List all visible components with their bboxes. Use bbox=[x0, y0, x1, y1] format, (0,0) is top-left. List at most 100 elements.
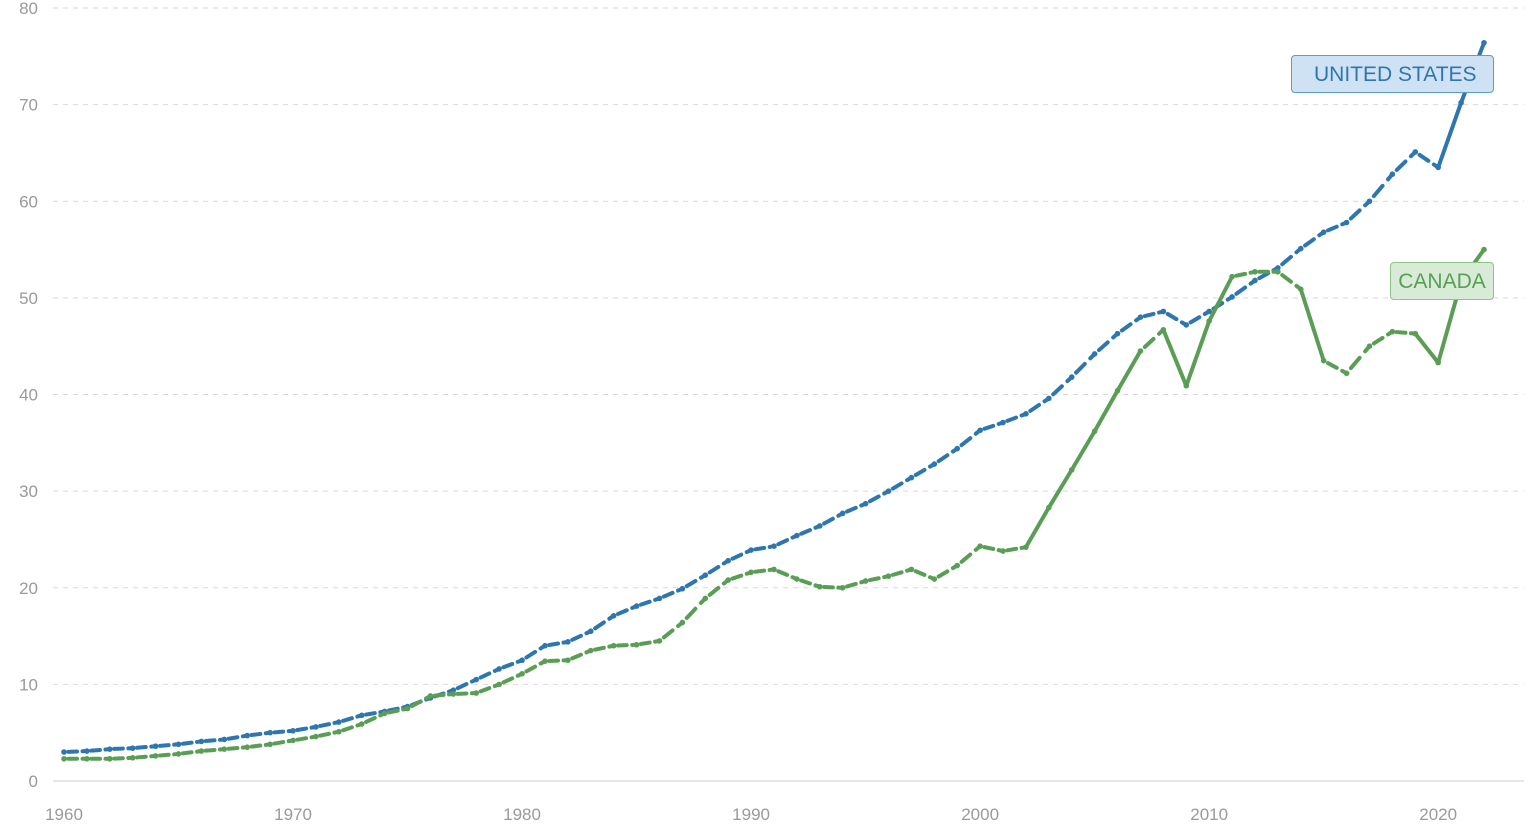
series-segment bbox=[611, 642, 639, 648]
data-point bbox=[1389, 328, 1396, 335]
data-point bbox=[1343, 370, 1350, 377]
series-segment bbox=[1138, 327, 1166, 354]
series-segment bbox=[313, 729, 341, 739]
data-point bbox=[725, 557, 731, 564]
series-segment bbox=[680, 596, 708, 625]
data-point bbox=[1114, 387, 1121, 394]
series-segment bbox=[588, 643, 616, 653]
data-point bbox=[1206, 308, 1212, 315]
data-point bbox=[290, 727, 296, 734]
series-segment bbox=[1184, 309, 1212, 327]
data-point bbox=[107, 746, 113, 752]
series-segment bbox=[932, 563, 960, 582]
data-point bbox=[1435, 359, 1441, 366]
series-segment bbox=[772, 567, 799, 582]
series-segment bbox=[1023, 505, 1051, 550]
data-point bbox=[290, 737, 296, 744]
data-point bbox=[450, 687, 457, 693]
data-point bbox=[817, 583, 823, 590]
data-point bbox=[1023, 411, 1029, 417]
series-segment bbox=[886, 475, 914, 494]
data-point bbox=[1046, 395, 1052, 402]
data-point bbox=[1229, 294, 1235, 300]
data-point bbox=[129, 755, 136, 761]
data-point bbox=[152, 753, 159, 759]
data-point bbox=[542, 642, 548, 649]
series-segment bbox=[1344, 199, 1372, 225]
series-segment bbox=[1367, 172, 1395, 204]
y-tick-label: 20 bbox=[19, 579, 38, 598]
data-point bbox=[977, 427, 983, 434]
series-segment bbox=[542, 639, 570, 648]
series-segment bbox=[245, 730, 273, 738]
data-point bbox=[1481, 39, 1487, 46]
series-segment bbox=[726, 570, 754, 583]
data-point bbox=[587, 628, 594, 635]
series-segment bbox=[1436, 100, 1464, 170]
series-segment bbox=[199, 747, 227, 754]
series-segment bbox=[1344, 344, 1372, 376]
data-point bbox=[862, 578, 869, 584]
series-segment bbox=[130, 753, 158, 760]
data-point bbox=[794, 532, 800, 539]
data-point bbox=[1297, 286, 1304, 292]
series-segment bbox=[932, 446, 960, 467]
series-segment bbox=[1023, 396, 1051, 416]
series-segment bbox=[291, 734, 318, 743]
data-point bbox=[565, 639, 571, 645]
data-point bbox=[381, 710, 388, 717]
data-point bbox=[198, 738, 205, 745]
series-segment bbox=[863, 574, 891, 583]
data-point bbox=[107, 755, 113, 762]
data-point bbox=[267, 741, 273, 748]
data-point bbox=[817, 523, 823, 529]
series-segment bbox=[1275, 246, 1303, 270]
series-segment bbox=[1275, 269, 1303, 292]
series-segment bbox=[703, 578, 731, 601]
data-point bbox=[358, 712, 365, 719]
data-point bbox=[336, 728, 342, 735]
data-point bbox=[839, 510, 846, 517]
data-point bbox=[450, 691, 457, 697]
series-segment bbox=[474, 666, 502, 682]
data-point bbox=[1183, 322, 1190, 328]
series-segment bbox=[451, 691, 479, 697]
data-point bbox=[84, 755, 90, 762]
y-tick-label: 30 bbox=[19, 482, 38, 501]
x-tick-label: 2000 bbox=[961, 805, 999, 824]
data-point bbox=[633, 641, 640, 648]
y-tick-label: 60 bbox=[19, 192, 38, 211]
series-segment bbox=[1069, 429, 1097, 472]
data-point bbox=[885, 488, 892, 494]
data-point bbox=[61, 755, 67, 762]
data-point bbox=[1160, 308, 1167, 315]
data-point bbox=[404, 705, 411, 712]
series-segment bbox=[1298, 287, 1326, 363]
series-segment bbox=[107, 746, 135, 752]
series-segment bbox=[703, 558, 731, 578]
series-segment bbox=[634, 596, 662, 609]
series-segment bbox=[657, 620, 685, 643]
series-segment bbox=[62, 749, 89, 755]
series-segment bbox=[153, 742, 181, 749]
data-point bbox=[1137, 348, 1144, 354]
series-segment bbox=[1046, 467, 1074, 510]
series-segment bbox=[84, 747, 112, 754]
series-segment bbox=[909, 462, 937, 480]
series-segment bbox=[1092, 331, 1120, 356]
data-point bbox=[725, 577, 731, 583]
series-segment bbox=[565, 648, 593, 663]
series-segment bbox=[1367, 329, 1395, 349]
y-tick-label: 80 bbox=[19, 0, 38, 18]
series-segment bbox=[1092, 388, 1120, 434]
series-canada bbox=[61, 246, 1487, 762]
data-point bbox=[748, 569, 754, 576]
data-point bbox=[610, 612, 617, 619]
series-segment bbox=[1321, 358, 1349, 376]
data-point bbox=[1023, 544, 1029, 550]
data-point bbox=[656, 638, 663, 644]
series-segment bbox=[726, 548, 754, 563]
x-tick-label: 1980 bbox=[503, 805, 541, 824]
series-segment bbox=[817, 584, 845, 590]
